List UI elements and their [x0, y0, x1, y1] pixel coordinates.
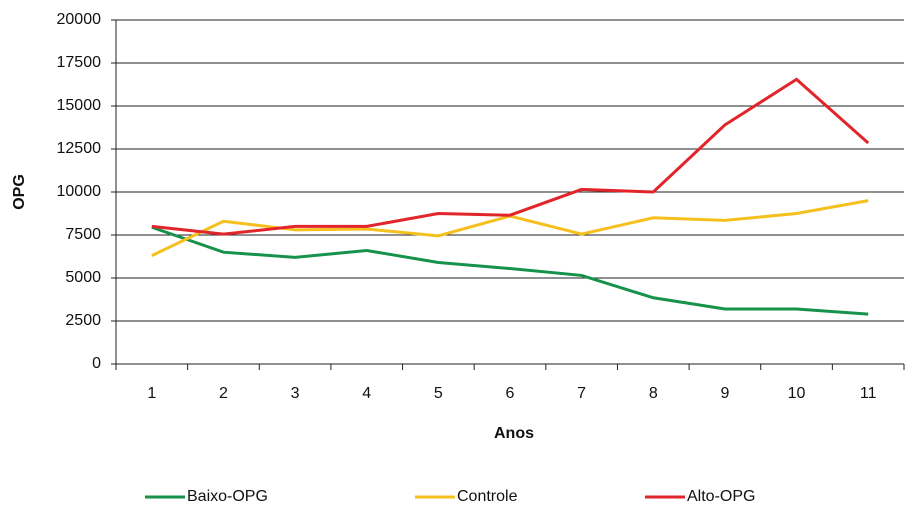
y-tick-label: 2500 — [65, 312, 101, 329]
x-axis-label: Anos — [494, 425, 534, 442]
series-line — [151, 225, 869, 316]
series-line — [151, 199, 869, 257]
x-tick-label: 5 — [434, 385, 443, 402]
legend-label: Controle — [457, 488, 518, 505]
x-tick-label: 3 — [291, 385, 300, 402]
y-tick-label: 0 — [92, 355, 101, 372]
legend-label: Alto-OPG — [687, 488, 755, 505]
y-tick-label: 5000 — [65, 269, 101, 286]
x-tick-label: 2 — [219, 385, 228, 402]
legend-label: Baixo-OPG — [187, 488, 268, 505]
x-tick-label: 1 — [147, 385, 156, 402]
x-tick-label: 11 — [860, 385, 877, 402]
y-tick-label: 20000 — [57, 11, 102, 28]
series-line — [151, 77, 870, 236]
x-tick-label: 10 — [788, 385, 806, 402]
y-axis-label: OPG — [11, 174, 28, 210]
x-tick-label: 9 — [720, 385, 729, 402]
x-tick-label: 7 — [577, 385, 586, 402]
y-tick-label: 17500 — [57, 54, 102, 71]
x-tick-label: 8 — [649, 385, 658, 402]
y-tick-label: 10000 — [57, 183, 102, 200]
y-tick-label: 7500 — [65, 226, 101, 243]
x-tick-label: 4 — [362, 385, 371, 402]
x-tick-label: 6 — [506, 385, 515, 402]
y-tick-label: 12500 — [57, 140, 102, 157]
y-tick-label: 15000 — [57, 97, 102, 114]
